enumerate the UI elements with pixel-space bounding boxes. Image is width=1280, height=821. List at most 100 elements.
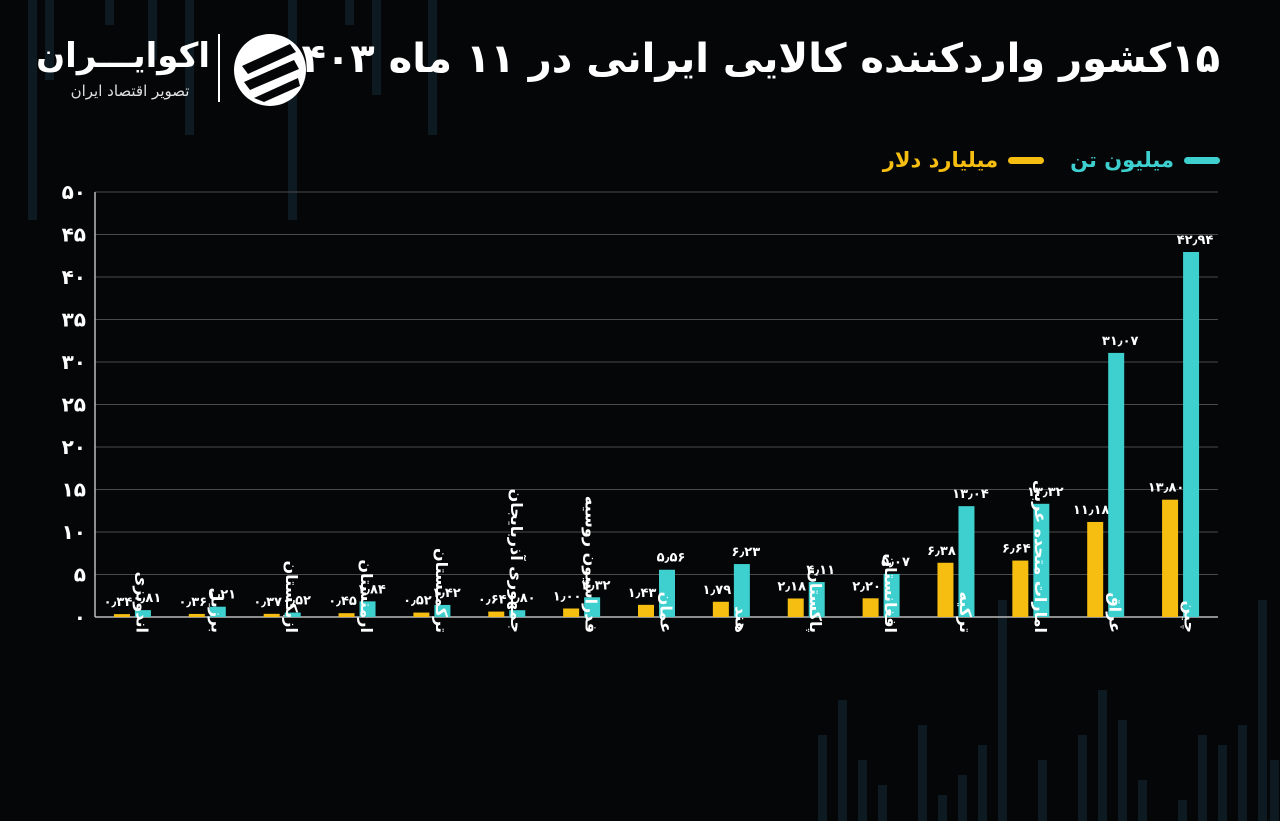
legend-item-dollars: میلیارد دلار — [882, 148, 1045, 172]
deco-candle — [978, 745, 987, 821]
bar-dollars — [1012, 560, 1029, 617]
data-label-dollars: ۲٫۲۰ — [852, 579, 881, 594]
bar-dollars — [113, 614, 130, 617]
data-label-tons: ۶٫۲۳ — [732, 545, 761, 560]
deco-candle — [148, 0, 157, 60]
chart-legend: میلیون تن میلیارد دلار — [883, 148, 1220, 172]
data-label-dollars: ۰٫۴۵ — [328, 594, 357, 609]
deco-candle — [1258, 600, 1267, 821]
deco-candle — [45, 0, 54, 80]
x-tick-label: چین — [1180, 601, 1200, 633]
bar-tons — [1108, 352, 1125, 617]
bar-tons — [434, 604, 451, 617]
data-label-dollars: ۱۳٫۸۰ — [1148, 481, 1185, 496]
data-label-tons: ۰٫۵۲ — [282, 594, 311, 609]
bar-dollars — [488, 611, 505, 617]
legend-item-tons: میلیون تن — [1070, 148, 1220, 172]
x-tick-label: ارمنستان — [357, 559, 376, 633]
data-label-dollars: ۱٫۷۹ — [703, 583, 732, 598]
deco-candle — [185, 0, 194, 135]
y-tick-label: ۵ — [74, 563, 86, 587]
data-label-dollars: ۰٫۳۷ — [253, 595, 282, 610]
deco-candle — [1138, 780, 1147, 821]
legend-label-dollars: میلیارد دلار — [882, 148, 999, 172]
data-label-tons: ۱٫۲۱ — [207, 588, 236, 603]
data-label-dollars: ۰٫۳۶ — [178, 595, 207, 610]
x-tick-label: فدراسیون روسیه — [582, 496, 601, 633]
legend-swatch-tons — [1184, 156, 1220, 164]
x-tick-label: امارات متحده عربی — [1031, 480, 1050, 633]
y-tick-label: ۴۰ — [62, 265, 86, 289]
bar-dollars — [263, 613, 280, 617]
data-label-tons: ۱۳٫۰۴ — [952, 487, 989, 502]
data-label-tons: ۱٫۴۲ — [432, 586, 461, 601]
y-tick-label: ۱۵ — [62, 478, 86, 502]
bar-dollars — [338, 613, 355, 617]
bar-dollars — [712, 601, 729, 617]
bar-tons — [733, 564, 750, 617]
data-label-dollars: ۰٫۳۴ — [104, 595, 133, 610]
x-tick-label: ترکمنستان — [432, 548, 451, 633]
x-tick-label: عراق — [1106, 592, 1125, 633]
y-tick-label: ۲۵ — [62, 393, 86, 417]
data-label-dollars: ۱٫۰۰ — [553, 590, 582, 605]
y-tick-label: ۱۰ — [62, 520, 86, 544]
logo-mark-icon — [234, 34, 306, 106]
deco-candle — [1238, 725, 1247, 821]
deco-candle — [1218, 745, 1227, 821]
data-label-dollars: ۱۱٫۱۸ — [1073, 503, 1110, 518]
legend-label-tons: میلیون تن — [1070, 148, 1174, 172]
bar-dollars — [413, 612, 430, 617]
deco-candle — [1198, 735, 1207, 821]
x-tick-label: ازبکستان — [282, 561, 301, 633]
deco-candle — [1078, 735, 1087, 821]
data-label-dollars: ۶٫۳۸ — [927, 544, 956, 559]
data-label-tons: ۵٫۵۶ — [657, 551, 686, 566]
bar-dollars — [188, 613, 205, 617]
y-tick-label: ۵۰ — [62, 180, 86, 204]
y-tick-label: ۲۰ — [62, 435, 86, 459]
deco-candle — [428, 0, 437, 135]
bar-tons — [359, 601, 376, 617]
data-label-tons: ۴٫۱۱ — [806, 563, 835, 578]
x-tick-label: هند — [731, 606, 750, 633]
data-label-tons: ۳۱٫۰۷ — [1102, 334, 1139, 349]
y-tick-label: ۰ — [74, 605, 86, 629]
bar-dollars — [1087, 521, 1104, 617]
deco-candle — [918, 725, 927, 821]
deco-candle — [998, 600, 1007, 821]
data-label-dollars: ۱٫۴۳ — [628, 586, 657, 601]
logo-name: اکوایـــران — [36, 36, 210, 76]
deco-candle — [938, 795, 947, 821]
x-tick-label: جمهوری آذربایجان — [507, 489, 527, 633]
data-label-tons: ۲٫۳۲ — [582, 578, 611, 593]
y-tick-label: ۴۵ — [62, 223, 86, 247]
x-tick-label: برزیل — [207, 588, 226, 633]
brand-logo: اکوایـــران تصویر اقتصاد ایران — [36, 30, 320, 110]
data-label-tons: ۰٫۸۱ — [133, 591, 162, 606]
data-label-tons: ۰٫۸۰ — [507, 591, 536, 606]
bar-dollars — [638, 604, 654, 617]
deco-candle — [372, 0, 381, 95]
deco-candle — [878, 785, 887, 821]
data-label-dollars: ۶٫۶۴ — [1002, 542, 1031, 557]
data-label-dollars: ۲٫۱۸ — [777, 579, 806, 594]
deco-candle — [1270, 760, 1279, 821]
data-label-tons: ۱۳٫۳۲ — [1027, 485, 1064, 500]
logo-subtitle: تصویر اقتصاد ایران — [70, 82, 190, 100]
deco-candle — [838, 700, 847, 821]
x-tick-label: ترکیه — [956, 592, 975, 634]
deco-candle — [1038, 760, 1047, 821]
data-label-tons: ۱٫۸۴ — [357, 582, 386, 597]
deco-candle — [1098, 690, 1107, 821]
legend-swatch-dollars — [1008, 156, 1045, 164]
data-label-tons: ۴۲٫۹۴ — [1177, 233, 1214, 248]
bar-dollars — [563, 608, 580, 617]
y-tick-label: ۳۵ — [62, 308, 86, 332]
deco-candle — [345, 0, 354, 25]
bar-tons — [134, 610, 151, 617]
deco-candle — [958, 775, 967, 821]
deco-candle — [288, 0, 297, 220]
